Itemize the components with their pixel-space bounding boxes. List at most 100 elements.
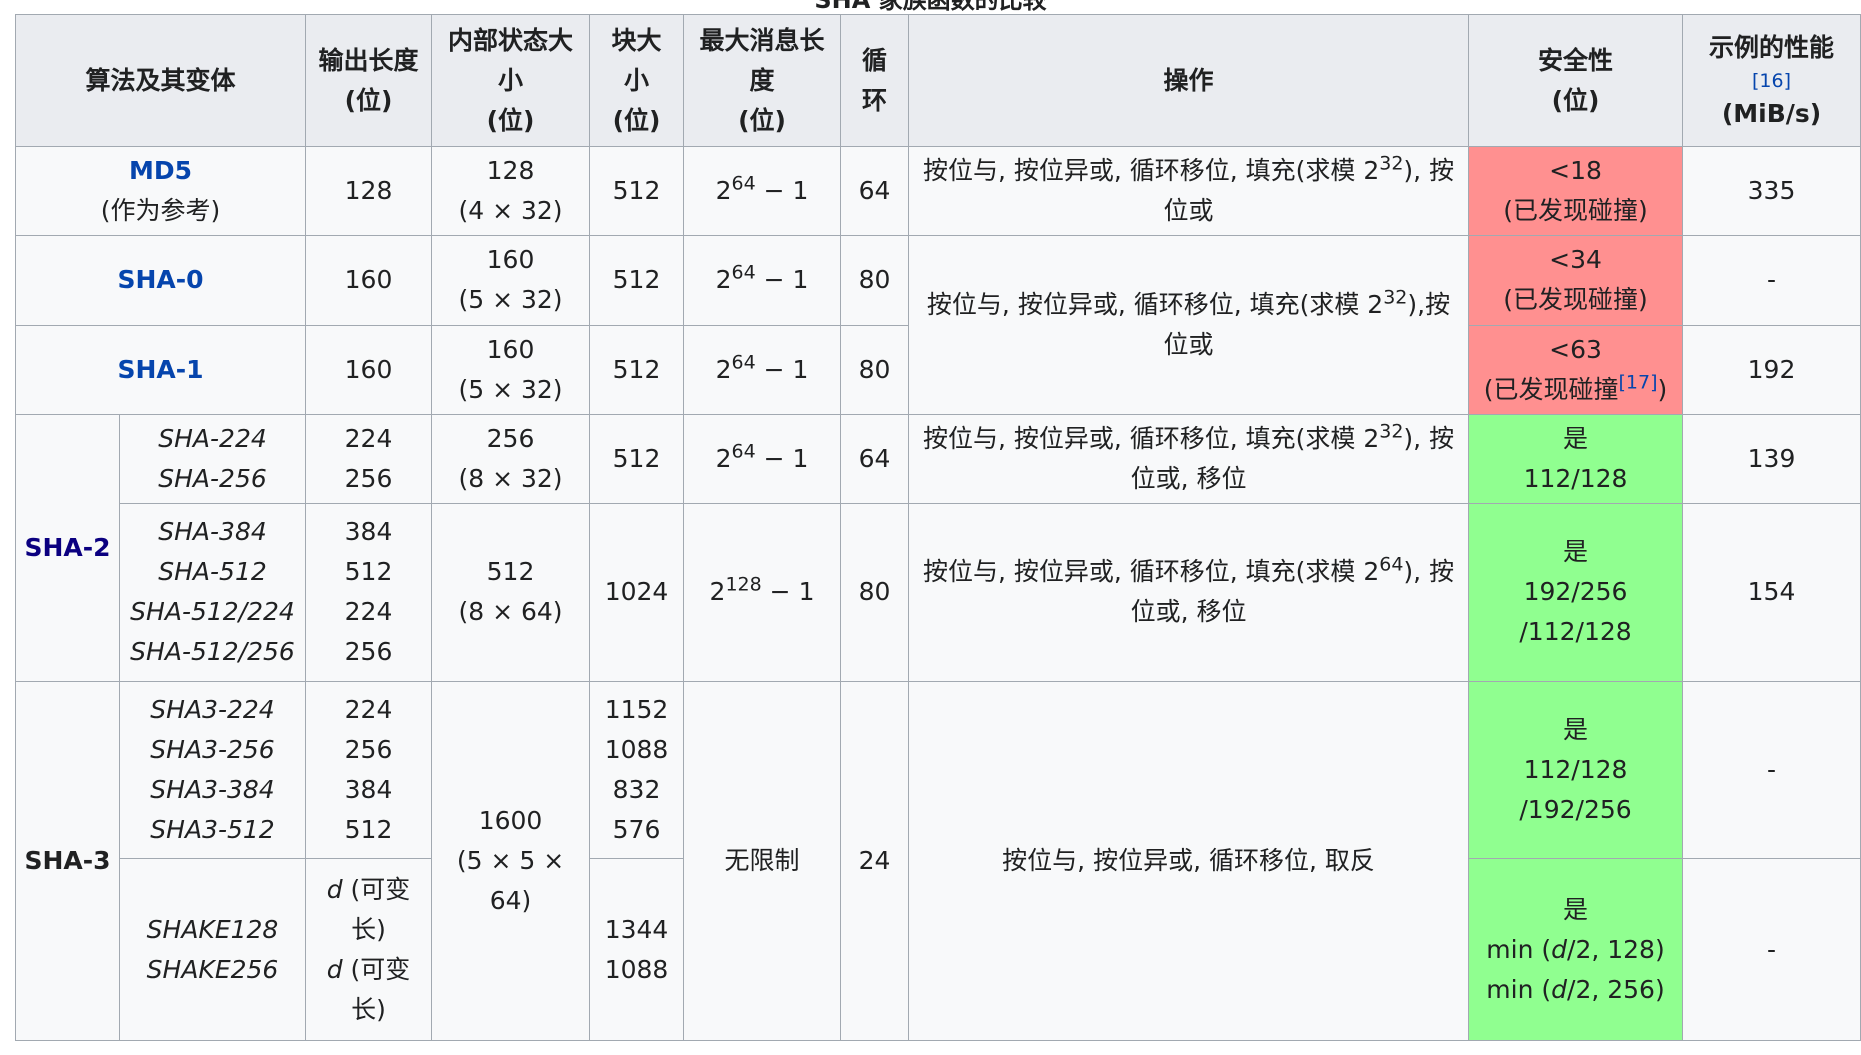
sha0-security-bits: <34 xyxy=(1549,245,1602,275)
sha0-security-note: (已发现碰撞) xyxy=(1503,285,1648,315)
header-state-line-3: (位) xyxy=(486,105,535,135)
sha3-state-value: 1600 xyxy=(478,805,543,835)
sha1-security-ref[interactable]: [17] xyxy=(1618,371,1658,394)
sha0-ops-pre: 按位与, 按位异或, 循环移位, 填充(求模 2 xyxy=(926,290,1384,320)
header-max-message-size[interactable]: 最大消息长 度 (位) xyxy=(683,14,842,147)
header-block-line-1: 块大 xyxy=(611,25,662,55)
md5-maxlen-exp: 64 xyxy=(731,172,756,195)
sha3-a-block-4: 576 xyxy=(612,814,661,844)
sha3-b-security: 是 min (d/2, 128) min (d/2, 256) xyxy=(1468,858,1684,1041)
sha1-rounds: 80 xyxy=(840,324,910,415)
sha3-a-security-bits-1: 112/128 xyxy=(1523,754,1628,784)
link-sha0[interactable]: SHA-0 xyxy=(117,265,204,295)
algo-sha0: SHA-0 xyxy=(14,235,307,326)
table-row-sha1: SHA-1 160 160 (5 × 32) 512 264 − 1 80 <6… xyxy=(14,324,1861,415)
sha2-b-maxlen-base: 2 xyxy=(709,577,726,607)
sha3-a-block: 1152 1088 832 576 xyxy=(589,680,685,860)
algo-sha3: SHA-3 xyxy=(15,680,120,1042)
sha3-a-output-2: 256 xyxy=(344,734,393,764)
sha1-output: 160 xyxy=(305,324,433,415)
sha0-block: 512 xyxy=(589,235,685,326)
sha2-a-security-bits: 112/128 xyxy=(1523,463,1628,493)
sha2-b-state-detail: (8 × 64) xyxy=(458,597,563,627)
sha1-maxlen: 264 − 1 xyxy=(683,324,842,415)
sha0-performance: - xyxy=(1682,235,1861,326)
sha3-a-block-2: 1088 xyxy=(604,734,669,764)
shake256-output-rest: (可变 xyxy=(342,954,411,984)
header-rounds[interactable]: 循 环 xyxy=(840,14,910,147)
sha3-b-security-yes: 是 xyxy=(1563,894,1589,924)
sha2-b-security-bits-2: /112/128 xyxy=(1519,617,1632,647)
sha3-b-output: d (可变 长) d (可变 长) xyxy=(305,858,433,1041)
shake128-min-d: d xyxy=(1551,934,1568,964)
sha1-maxlen-minus: − xyxy=(763,354,785,384)
header-security[interactable]: 安全性 (位) xyxy=(1468,14,1684,147)
header-state-line-1: 内部状态大 xyxy=(448,25,574,55)
variant-sha-512: SHA-512 xyxy=(158,557,267,587)
variant-sha-384: SHA-384 xyxy=(158,517,267,547)
sha2-b-performance: 154 xyxy=(1682,503,1861,682)
md5-maxlen: 264 − 1 xyxy=(683,145,842,237)
sha2-b-maxlen: 2128 − 1 xyxy=(683,503,842,682)
sha2-a-variants: SHA-224 SHA-256 xyxy=(118,413,307,505)
header-output-size[interactable]: 输出长度 (位) xyxy=(305,14,433,147)
sha3-b-variants: SHAKE128 SHAKE256 xyxy=(118,858,307,1041)
link-sha2[interactable]: SHA-2 xyxy=(24,532,111,562)
sha2-a-maxlen-exp: 64 xyxy=(731,440,756,463)
sha1-performance: 192 xyxy=(1682,324,1861,415)
sha2-a-output-1: 224 xyxy=(344,423,393,453)
header-state-size[interactable]: 内部状态大 小 (位) xyxy=(431,14,591,147)
sha2-b-variants: SHA-384 SHA-512 SHA-512/224 SHA-512/256 xyxy=(118,503,307,682)
algo-sha2: SHA-2 xyxy=(15,413,120,682)
header-operations[interactable]: 操作 xyxy=(908,14,1470,147)
sha0-rounds: 80 xyxy=(840,235,910,326)
sha2-b-security: 是 192/256 /112/128 xyxy=(1468,503,1684,682)
sha3-a-output-4: 512 xyxy=(344,814,393,844)
variant-sha3-224: SHA3-224 xyxy=(150,694,275,724)
sha3-state-detail-2: 64) xyxy=(489,885,532,915)
link-md5[interactable]: MD5 xyxy=(128,156,193,186)
shake128-output-d: d xyxy=(326,874,343,904)
sha2-a-operations: 按位与, 按位异或, 循环移位, 填充(求模 232), 按位或, 移位 xyxy=(908,413,1470,505)
sha1-security-note: (已发现碰撞[17]) xyxy=(1475,370,1676,410)
sha3-a-security: 是 112/128 /192/256 xyxy=(1468,680,1684,860)
sha2-a-state: 256 (8 × 32) xyxy=(431,413,591,505)
sha0-maxlen-one: 1 xyxy=(792,265,809,295)
shake256-min-rest: /2, 256) xyxy=(1567,974,1665,1004)
sha0-ops-post: ),按位或 xyxy=(1163,290,1451,360)
sha3-operations: 按位与, 按位异或, 循环移位, 取反 xyxy=(908,680,1470,1042)
md5-ops-post: ), 按位或 xyxy=(1163,156,1455,226)
md5-output: 128 xyxy=(305,145,433,237)
sha2-b-output-4: 256 xyxy=(344,637,393,667)
header-security-line-2: (位) xyxy=(1551,85,1600,115)
header-output-line-2: (位) xyxy=(344,85,393,115)
header-maxlen-line-1: 最大消息长 xyxy=(699,25,825,55)
table-row-sha3-a: SHA-3 SHA3-224 SHA3-256 SHA3-384 SHA3-51… xyxy=(15,680,1861,1042)
sha3-state-detail-1: (5 × 5 × xyxy=(456,845,565,875)
sha0-maxlen-exp: 64 xyxy=(731,262,756,285)
sha3-a-security-bits-2: /192/256 xyxy=(1519,794,1632,824)
sha2-b-ops-post: ), 按位或, 移位 xyxy=(1130,557,1455,627)
header-perf-ref[interactable]: [16] xyxy=(1752,69,1792,92)
header-algorithm[interactable]: 算法及其变体 xyxy=(14,14,307,147)
sha1-maxlen-one: 1 xyxy=(792,354,809,384)
shake128-min-pre: min ( xyxy=(1486,934,1552,964)
header-state-line-2: 小 xyxy=(498,65,524,95)
header-block-line-3: (位) xyxy=(612,105,661,135)
variant-sha3-256: SHA3-256 xyxy=(150,734,275,764)
sha3-b-output-2b: 长) xyxy=(351,994,386,1024)
header-performance[interactable]: 示例的性能 [16] (MiB/s) xyxy=(1682,14,1861,147)
md5-maxlen-minus: − xyxy=(763,176,785,206)
md5-security: <18 (已发现碰撞) xyxy=(1468,145,1684,237)
sha2-a-security: 是 112/128 xyxy=(1468,413,1684,505)
md5-ops-exp: 32 xyxy=(1379,152,1404,175)
sha1-state: 160 (5 × 32) xyxy=(431,324,591,415)
header-output-line-1: 输出长度 xyxy=(318,45,419,75)
header-rounds-line-2: 环 xyxy=(862,85,888,115)
header-block-size[interactable]: 块大 小 (位) xyxy=(589,14,685,147)
sha3-b-security-min-1: min (d/2, 128) xyxy=(1475,930,1676,970)
table-row-sha0: SHA-0 160 160 (5 × 32) 512 264 − 1 80 按位… xyxy=(14,235,1861,415)
sha0-ops-exp: 32 xyxy=(1383,286,1408,309)
link-sha1[interactable]: SHA-1 xyxy=(117,354,204,384)
sha0-state-detail: (5 × 32) xyxy=(458,285,563,315)
